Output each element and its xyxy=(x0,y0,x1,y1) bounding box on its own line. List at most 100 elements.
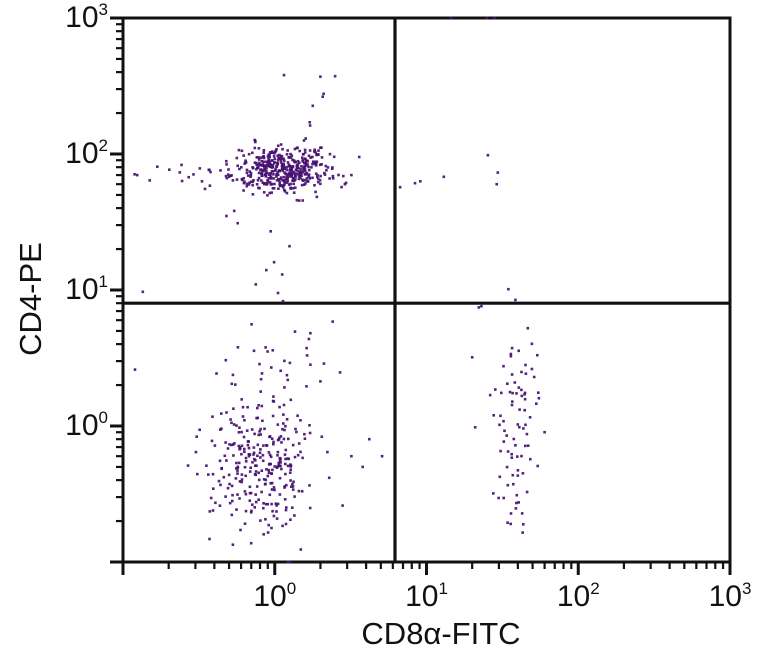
data-point xyxy=(274,150,277,154)
data-point xyxy=(224,441,227,444)
data-point xyxy=(248,170,252,173)
data-point xyxy=(291,176,295,180)
data-point xyxy=(320,156,324,159)
data-point xyxy=(297,172,300,176)
data-point xyxy=(246,174,250,177)
data-point xyxy=(275,510,278,513)
data-point xyxy=(525,490,529,494)
data-point xyxy=(301,199,304,202)
data-point xyxy=(271,159,274,162)
data-point xyxy=(272,395,275,398)
data-point xyxy=(266,350,269,353)
data-point xyxy=(293,179,296,182)
data-point xyxy=(255,161,258,165)
data-point xyxy=(528,416,532,419)
data-point xyxy=(209,170,212,174)
data-point xyxy=(243,180,246,183)
data-point xyxy=(156,165,159,168)
data-point xyxy=(289,165,293,169)
data-point xyxy=(265,268,268,272)
data-point xyxy=(495,182,498,186)
data-point xyxy=(238,447,241,451)
data-point xyxy=(277,463,281,467)
data-point xyxy=(180,163,183,167)
data-point xyxy=(498,475,502,479)
data-point xyxy=(319,380,322,383)
data-point xyxy=(275,175,278,178)
data-point xyxy=(257,498,260,501)
data-point xyxy=(523,391,527,395)
data-point xyxy=(260,490,263,494)
data-point xyxy=(289,479,292,482)
data-point xyxy=(314,190,317,194)
data-point xyxy=(215,372,218,375)
data-point xyxy=(291,482,294,486)
events-top-edge-clipped-events xyxy=(449,16,496,20)
data-point xyxy=(477,306,481,309)
data-point xyxy=(276,291,280,295)
data-point xyxy=(246,405,249,409)
data-point xyxy=(505,465,509,469)
data-point xyxy=(449,16,453,20)
data-point xyxy=(530,367,534,371)
data-point xyxy=(505,434,508,437)
data-point xyxy=(250,428,254,431)
data-point xyxy=(307,154,311,158)
data-point xyxy=(514,298,517,302)
data-point xyxy=(516,455,519,458)
data-point xyxy=(535,402,538,405)
data-point xyxy=(296,169,299,173)
data-point xyxy=(235,467,238,470)
data-point xyxy=(316,180,320,184)
data-point xyxy=(282,157,285,161)
data-point xyxy=(304,158,307,161)
data-point xyxy=(290,175,293,178)
data-point xyxy=(226,173,230,176)
data-point xyxy=(227,168,230,171)
data-point xyxy=(267,157,270,161)
data-point xyxy=(295,146,299,150)
data-point xyxy=(272,177,275,180)
data-point xyxy=(249,171,253,175)
data-point xyxy=(288,169,291,172)
data-point xyxy=(309,331,312,335)
data-point xyxy=(299,548,303,551)
data-point xyxy=(276,173,280,177)
data-point xyxy=(485,16,489,20)
data-point xyxy=(327,476,331,480)
x-tick-label: 100 xyxy=(253,579,296,613)
data-point xyxy=(256,156,260,159)
data-point xyxy=(323,173,327,176)
data-point xyxy=(219,483,222,487)
data-point xyxy=(212,487,215,490)
data-point xyxy=(275,165,279,169)
data-point xyxy=(279,435,283,438)
data-point xyxy=(280,441,283,444)
data-point xyxy=(273,488,276,492)
data-point xyxy=(282,437,286,441)
data-point xyxy=(252,179,255,182)
data-point xyxy=(268,462,271,466)
data-point xyxy=(270,437,274,440)
data-point xyxy=(303,183,306,186)
data-point xyxy=(253,138,256,142)
data-point xyxy=(195,435,198,438)
data-point xyxy=(230,443,233,447)
data-point xyxy=(319,182,322,186)
data-point xyxy=(255,485,259,488)
data-point xyxy=(273,169,277,172)
data-point xyxy=(314,151,317,154)
data-point xyxy=(524,444,527,448)
y-tick-label: 100 xyxy=(65,408,108,442)
data-point xyxy=(264,175,268,178)
data-point xyxy=(282,162,285,166)
data-point xyxy=(284,424,287,428)
data-point xyxy=(251,461,254,464)
data-point xyxy=(264,502,268,506)
data-point xyxy=(283,165,286,169)
data-point xyxy=(297,442,301,445)
data-point xyxy=(290,154,294,157)
data-point xyxy=(308,121,311,124)
data-point xyxy=(291,443,295,447)
